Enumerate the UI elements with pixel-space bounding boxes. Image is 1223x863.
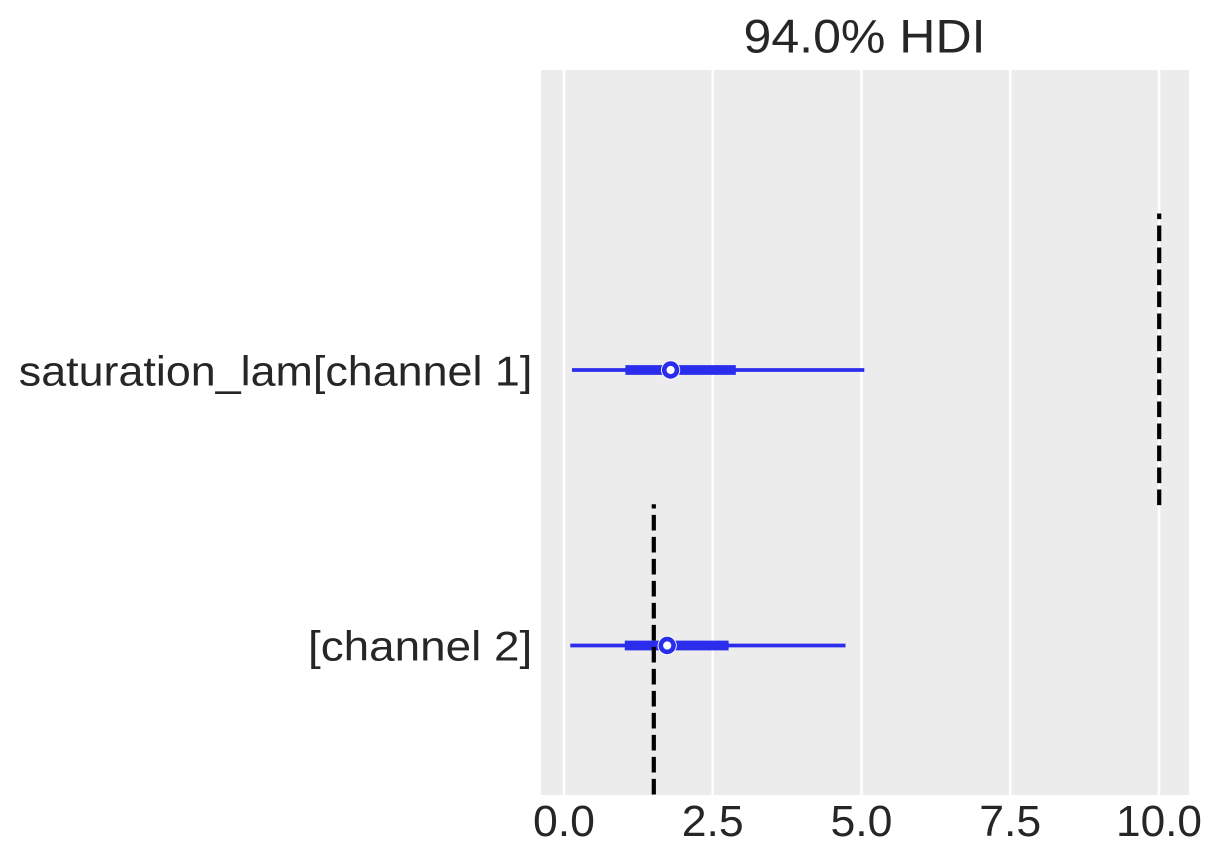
- svg-text:saturation_lam[channel 1]: saturation_lam[channel 1]: [19, 347, 533, 394]
- svg-text:[channel 2]: [channel 2]: [308, 622, 532, 669]
- svg-text:0.0: 0.0: [533, 798, 595, 846]
- svg-text:5.0: 5.0: [831, 798, 893, 846]
- svg-text:10.0: 10.0: [1116, 798, 1202, 846]
- svg-text:2.5: 2.5: [682, 798, 744, 846]
- svg-text:94.0% HDI: 94.0% HDI: [744, 11, 986, 64]
- svg-text:7.5: 7.5: [979, 798, 1041, 846]
